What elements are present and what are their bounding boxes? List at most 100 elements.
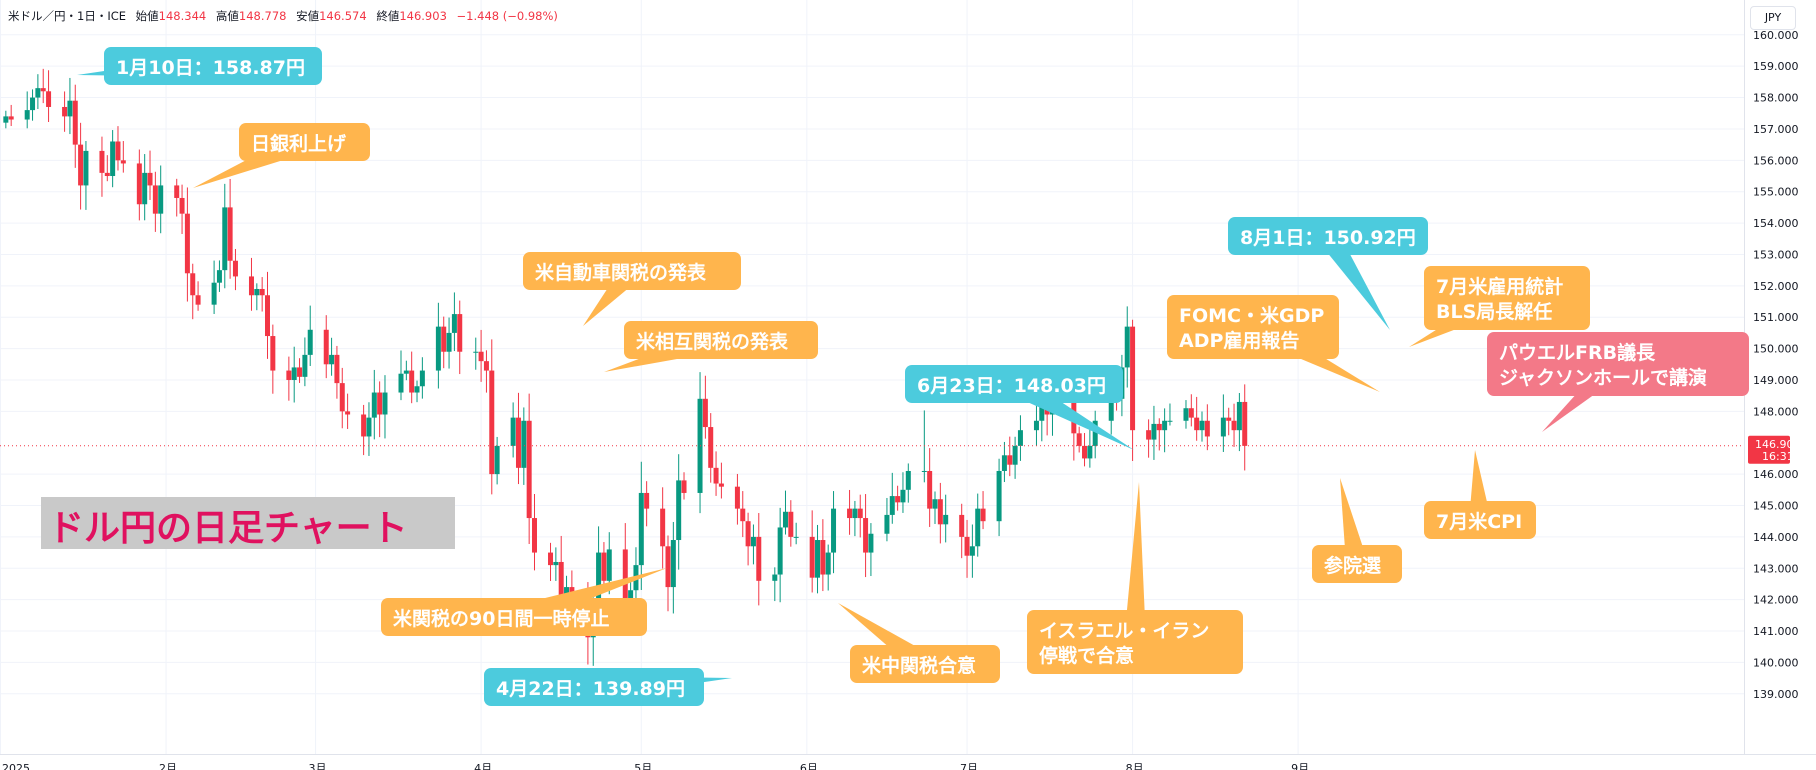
candle-body [745,521,751,547]
annotation-box [1424,501,1536,539]
candle-body [1151,423,1157,440]
candle-body [1199,420,1205,431]
annotation-text: イスラエル・イラン [1039,620,1209,642]
candle-body [1108,395,1114,421]
candle-body [409,370,415,393]
price-tick-label: 151.000 [1753,311,1799,324]
candle-body [1146,430,1152,440]
open-value: 148.344 [158,9,207,23]
candle-body [334,354,340,384]
candle-body [291,367,297,380]
candle-body [921,470,927,472]
candle-body [734,486,740,509]
candle-body [152,185,158,214]
candle-body [1017,430,1023,446]
candle-body [297,367,303,377]
annotation-box [239,123,370,161]
candle-body [248,276,254,296]
candle-body [996,470,1002,522]
candle-body [323,329,329,365]
price-tick-label: 143.000 [1753,562,1799,575]
time-tick-label: 9月 [1291,762,1309,770]
price-tick-label: 139.000 [1753,688,1799,701]
candle-body [179,197,185,214]
candle-body [67,100,73,117]
candle-body [521,420,527,468]
candle-body [713,467,719,484]
candle-body [1204,420,1210,437]
annotation-text: ADP雇用報告 [1179,329,1299,352]
candle-body [3,116,9,123]
candle-body [265,295,270,337]
candle-body [1156,423,1162,431]
candle-body [259,288,265,296]
candle-body [451,314,457,333]
price-tick-label: 146.000 [1753,468,1799,481]
price-tick-label: 141.000 [1753,625,1799,638]
candle-body [446,332,452,352]
candle-body [1220,417,1226,437]
price-tick-label: 153.000 [1753,248,1799,261]
candle-body [1242,401,1248,446]
annotation-text: 1月10日：158.87円 [116,57,305,79]
price-tick-label: 149.000 [1753,374,1799,387]
price-tick-label: 159.000 [1753,60,1799,73]
annotation-text: 米自動車関税の発表 [535,261,707,284]
candle-body [569,587,575,594]
high-label: 高値 [215,9,239,23]
candle-body [681,480,687,493]
candle-body [441,326,447,352]
currency-button[interactable]: JPY [1750,6,1796,30]
time-tick-label: 5月 [634,762,652,770]
candle-body [147,172,153,186]
price-axis[interactable]: 139.000 140.000 141.000 142.000 143.000 144.0… [1753,29,1799,701]
candle-body [403,370,409,374]
candle-body [1076,433,1082,446]
candle-body [329,354,335,365]
candle-body [959,514,965,537]
price-tick-label: 160.000 [1753,29,1799,42]
candle-body [35,88,41,98]
candle-body [750,536,756,547]
candle-body [232,260,238,277]
candle-body [270,336,276,371]
annotation-box [1424,266,1590,330]
annotation-text: ジャクソンホールで講演 [1499,366,1707,389]
candle-body [943,514,949,525]
time-tick-label: 6月 [800,762,818,770]
candle-body [702,398,708,428]
candle-body [473,351,479,353]
candle-body [606,549,612,581]
candle-body [932,499,938,509]
annotation-text: BLS局長解任 [1436,300,1552,323]
candle-body [120,160,126,164]
candle-body [371,392,377,418]
annotation-text: 8月1日：150.92円 [1240,227,1416,249]
candle-body [435,326,441,371]
candle-body [62,106,68,117]
time-axis[interactable]: 2025 2月 3月 4月 5月 6月 7月 8月 9月 [2,762,1309,770]
candle-body [377,392,383,415]
candle-body [339,383,345,412]
candle-body [900,489,906,503]
candle-body [361,414,367,437]
symbol-name: 米ドル／円・1日・ICE [8,9,127,23]
grid-lines [0,0,1744,754]
price-tick-label: 150.000 [1753,343,1799,356]
candle-body [78,144,84,186]
price-tick-label: 157.000 [1753,123,1799,136]
time-tick-label: 3月 [309,762,327,770]
candle-body [1124,326,1130,368]
close-label: 終値 [376,9,400,23]
candle-body [708,427,714,468]
candle-body [788,511,794,537]
candle-body [104,172,110,177]
annotation-box [624,321,818,359]
high-value: 148.778 [238,9,287,23]
candle-body [969,546,975,556]
candle-body [526,420,532,519]
annotation-box [1027,610,1243,674]
candle-body [831,508,837,553]
candle-body [638,492,644,566]
